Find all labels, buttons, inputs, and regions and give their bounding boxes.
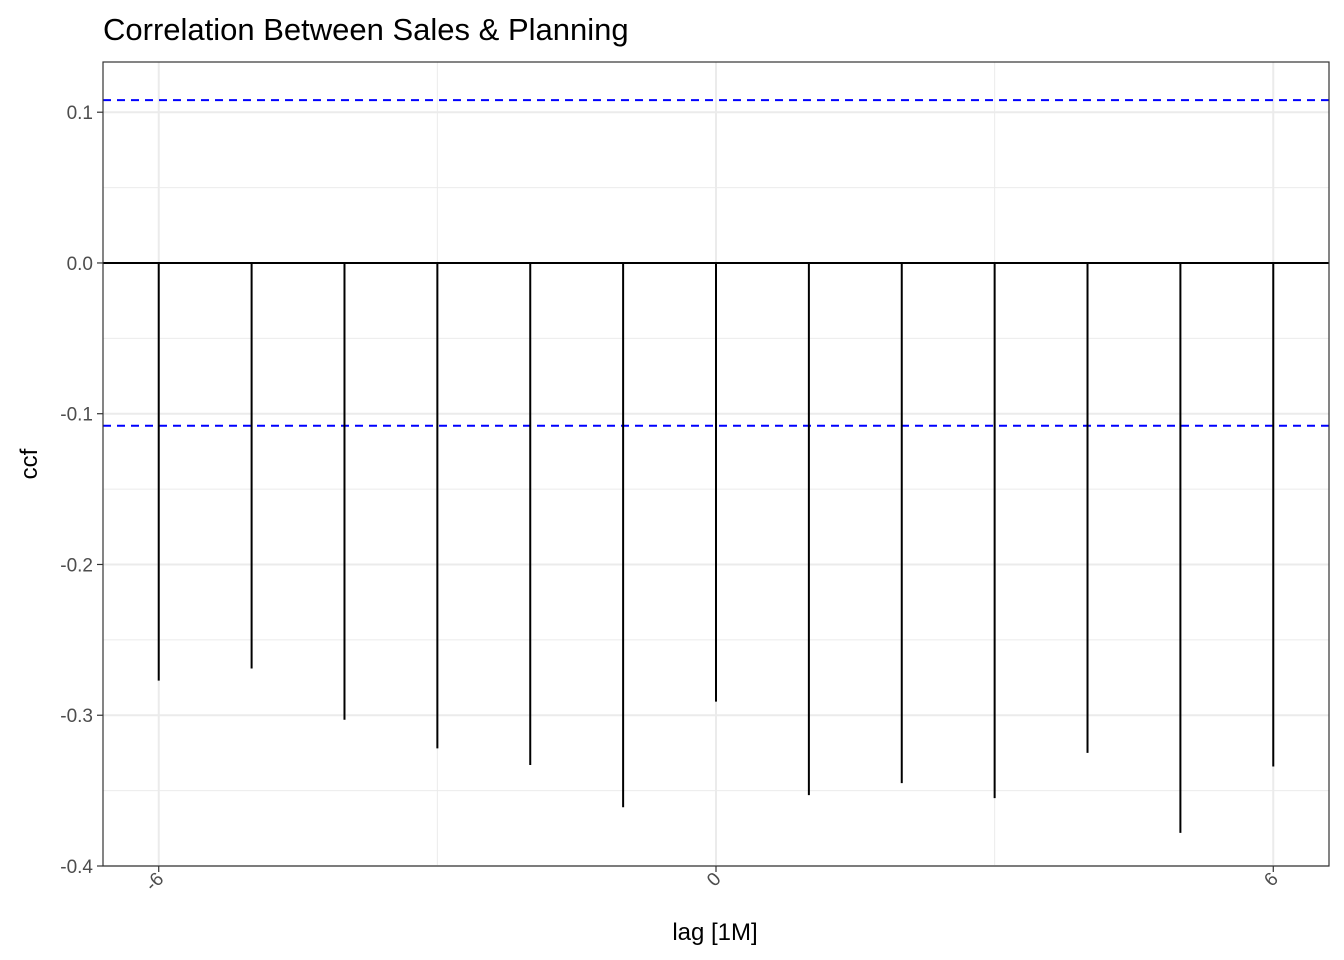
y-tick-label: -0.2 [60, 555, 93, 576]
y-axis-title: ccf [16, 448, 43, 479]
x-axis-title: lag [1M] [672, 919, 757, 946]
y-tick-label: 0.1 [67, 103, 93, 124]
y-tick-label: -0.1 [60, 405, 93, 426]
bars [157, 262, 1275, 833]
y-tick-label: 0.0 [67, 254, 93, 275]
y-tick-label: -0.4 [60, 857, 93, 878]
chart-title: Correlation Between Sales & Planning [103, 12, 629, 47]
y-tick-label: -0.3 [60, 706, 93, 727]
